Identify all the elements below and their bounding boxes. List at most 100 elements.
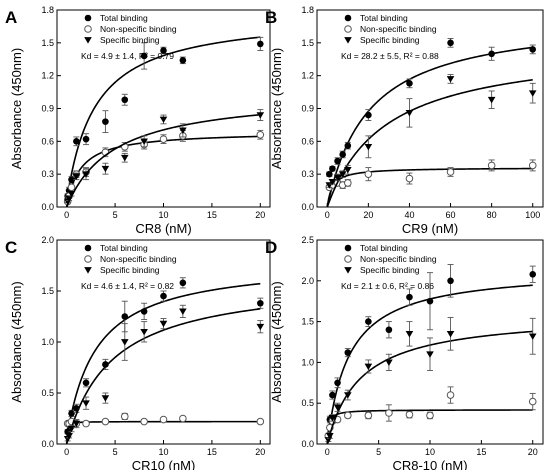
data-point xyxy=(257,299,264,307)
data-point xyxy=(365,318,372,325)
data-point xyxy=(333,174,342,182)
data-point xyxy=(101,165,110,173)
legend-label: Specific binding xyxy=(100,35,160,45)
x-tick-label: 5 xyxy=(113,210,118,220)
x-tick-label: 20 xyxy=(255,447,265,457)
data-point xyxy=(385,409,393,417)
panel-a: A 0 5 10 15 20 0.0 0.3 0.6 0.9 1.2 1.5 1.8 CR8 (nM) Ab… xyxy=(5,5,271,236)
x-tick-label: 100 xyxy=(525,210,540,220)
y-tick-label: 0.5 xyxy=(301,398,314,408)
data-point xyxy=(364,411,373,420)
data-point xyxy=(67,191,76,198)
kd-annotation: Kd = 28.2 ± 5.5, R² = 0.88 xyxy=(341,51,439,61)
data-point xyxy=(256,130,265,139)
data-point xyxy=(256,323,265,331)
legend-marker xyxy=(344,255,352,263)
legend-marker xyxy=(344,267,352,274)
data-point xyxy=(101,417,110,426)
legend-label: Non-specific binding xyxy=(100,24,177,34)
x-tick-label: 0 xyxy=(325,447,330,457)
y-tick-label: 0.5 xyxy=(41,388,54,398)
data-point xyxy=(82,171,90,178)
series-filled-circle xyxy=(326,38,537,207)
series-open-circle xyxy=(63,412,265,444)
data-point xyxy=(159,320,168,328)
plot-frame xyxy=(316,9,544,208)
y-tick-label: 2.0 xyxy=(301,276,314,286)
x-axis-label: CR9 (nM) xyxy=(402,221,458,236)
legend-marker xyxy=(84,267,92,274)
x-tick-label: 10 xyxy=(158,447,168,457)
x-tick-label: 20 xyxy=(255,210,265,220)
data-point xyxy=(364,143,373,151)
x-tick-label: 80 xyxy=(487,210,497,220)
y-tick-label: 1.8 xyxy=(301,5,314,15)
data-point xyxy=(159,135,168,143)
y-tick-label: 0.3 xyxy=(301,169,314,179)
legend-label: Total binding xyxy=(360,13,408,23)
data-point xyxy=(405,330,414,338)
data-point xyxy=(528,161,537,170)
y-axis-label: Absorbance (450nm) xyxy=(269,48,284,169)
data-point xyxy=(328,178,337,186)
data-point xyxy=(140,308,148,315)
data-point xyxy=(528,397,537,406)
data-point xyxy=(328,415,337,422)
y-tick-label: 0.3 xyxy=(41,169,54,179)
data-point xyxy=(160,292,167,300)
y-tick-label: 0.0 xyxy=(301,202,314,212)
panel-letter: C xyxy=(5,238,17,257)
series-open-circle xyxy=(325,159,537,207)
legend-label: Non-specific binding xyxy=(100,254,177,264)
y-tick-label: 1.5 xyxy=(301,38,314,48)
kd-annotation: Kd = 4.6 ± 1.4, R² = 0.82 xyxy=(81,281,174,291)
x-tick-label: 15 xyxy=(207,447,217,457)
data-point xyxy=(120,339,129,346)
y-tick-label: 2.5 xyxy=(301,235,314,245)
y-tick-label: 0.6 xyxy=(301,136,314,146)
fit-curve xyxy=(326,167,533,207)
x-tick-label: 10 xyxy=(158,210,168,220)
series-filled-triangle-down xyxy=(324,317,537,444)
x-tick-label: 5 xyxy=(376,447,381,457)
data-point xyxy=(72,173,81,180)
y-tick-label: 1.0 xyxy=(41,337,54,347)
data-point xyxy=(446,330,455,338)
data-point xyxy=(326,170,333,178)
y-tick-label: 1.5 xyxy=(301,317,314,327)
kd-annotation: Kd = 2.1 ± 0.6, R² = 0.86 xyxy=(341,281,434,291)
y-axis-label: Absorbance (450nm) xyxy=(9,48,24,169)
x-tick-label: 15 xyxy=(476,447,486,457)
x-axis-label: CR8-10 (nM) xyxy=(392,458,467,470)
data-point xyxy=(447,277,454,285)
series-filled-triangle-down xyxy=(325,74,537,207)
data-point xyxy=(72,420,81,428)
fit-curve xyxy=(65,135,261,207)
x-tick-label: 20 xyxy=(528,447,538,457)
data-point xyxy=(101,395,110,402)
x-tick-label: 0 xyxy=(64,210,69,220)
y-tick-label: 1.2 xyxy=(41,71,54,81)
data-point xyxy=(329,165,336,172)
data-point xyxy=(338,171,347,178)
data-point xyxy=(159,116,168,124)
legend-label: Total binding xyxy=(360,243,408,253)
data-point xyxy=(364,170,373,178)
data-point xyxy=(426,411,434,420)
legend-label: Specific binding xyxy=(360,35,420,45)
data-point xyxy=(529,46,537,53)
y-tick-label: 0.9 xyxy=(301,104,314,114)
legend-marker xyxy=(84,255,92,263)
data-point xyxy=(339,151,346,158)
data-point xyxy=(179,308,187,316)
fit-curve xyxy=(65,282,261,440)
data-point xyxy=(329,391,336,399)
data-point xyxy=(426,297,434,305)
data-point xyxy=(344,392,352,399)
legend-label: Specific binding xyxy=(100,265,160,275)
data-point xyxy=(344,166,352,174)
legend-label: Total binding xyxy=(100,243,148,253)
panel-letter: B xyxy=(265,8,277,27)
panel-c: C 0 5 10 15 20 0.0 0.5 1.0 1.5 2.0 CR10 (nM) Absorba… xyxy=(5,235,271,470)
